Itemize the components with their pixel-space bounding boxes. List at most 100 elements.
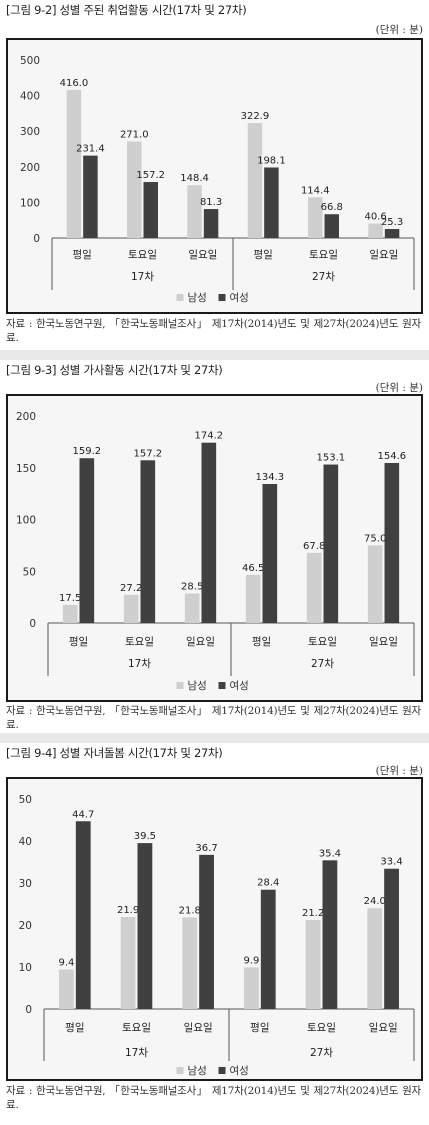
y-tick-label: 30 bbox=[19, 878, 32, 890]
bar-value-label: 25.3 bbox=[381, 217, 403, 228]
bar-male bbox=[244, 967, 259, 1009]
figure-divider bbox=[0, 733, 429, 743]
y-tick-label: 200 bbox=[20, 162, 40, 174]
bar-value-label: 17.5 bbox=[59, 593, 81, 604]
bar-value-label: 36.7 bbox=[195, 843, 217, 854]
source-note: 자료 : 한국노동연구원, 「한국노동패널조사」 제17차(2014)년도 및 … bbox=[6, 1085, 421, 1111]
unit-label: (단위 : 분) bbox=[375, 765, 423, 777]
bar-female bbox=[83, 155, 98, 238]
bar-female bbox=[203, 209, 219, 238]
bar-female bbox=[262, 483, 278, 623]
figure-9-2: [그림 9-2] 성별 주된 취업활동 시간(17차 및 27차) (단위 : … bbox=[0, 0, 429, 352]
bar-male bbox=[245, 574, 261, 623]
group-label: 27차 bbox=[311, 658, 334, 670]
bar-value-label: 114.4 bbox=[301, 185, 330, 196]
bar-male bbox=[367, 908, 383, 1009]
figure-9-4: [그림 9-4] 성별 자녀돌봄 시간(17차 및 27차) (단위 : 분) … bbox=[0, 743, 429, 1125]
bar-value-label: 28.4 bbox=[257, 878, 279, 889]
category-label: 일요일 bbox=[369, 248, 398, 261]
legend-label: 여성 bbox=[230, 1065, 249, 1077]
bar-value-label: 231.4 bbox=[76, 144, 105, 155]
bar-value-label: 28.5 bbox=[181, 582, 203, 593]
bar-value-label: 40.6 bbox=[364, 212, 386, 223]
y-tick-label: 50 bbox=[19, 794, 32, 806]
bar-value-label: 46.5 bbox=[242, 563, 264, 574]
category-label: 평일 bbox=[73, 248, 92, 261]
bar-female bbox=[322, 860, 338, 1009]
bar-value-label: 9.4 bbox=[58, 958, 74, 969]
legend-swatch bbox=[218, 1067, 226, 1074]
bar-value-label: 198.1 bbox=[257, 155, 286, 166]
bar-male bbox=[182, 917, 198, 1009]
bar-female bbox=[140, 460, 156, 623]
category-label: 토요일 bbox=[122, 1021, 151, 1034]
bar-male bbox=[184, 593, 200, 623]
bar-female bbox=[384, 228, 400, 238]
bar-male bbox=[59, 969, 74, 1009]
unit-label: (단위 : 분) bbox=[375, 24, 423, 36]
source-note: 자료 : 한국노동연구원, 「한국노동패널조사」 제17차(2014)년도 및 … bbox=[6, 318, 421, 344]
bar-female bbox=[264, 167, 279, 238]
legend-swatch bbox=[218, 682, 226, 689]
bar-value-label: 271.0 bbox=[120, 130, 149, 141]
bar-female bbox=[323, 464, 339, 623]
group-label: 27차 bbox=[310, 1047, 333, 1059]
legend-swatch bbox=[176, 1067, 184, 1074]
chart-area: 0 10 20 30 40 50 9.4 44.7 평일 21.9 39.5 토요일 21.8 36.7 일… bbox=[6, 777, 423, 1081]
y-tick-label: 300 bbox=[20, 126, 40, 138]
legend-label: 여성 bbox=[230, 292, 249, 304]
bar-value-label: 35.4 bbox=[319, 848, 341, 859]
legend-label: 남성 bbox=[188, 292, 207, 304]
y-tick-label: 20 bbox=[19, 920, 32, 932]
bar-value-label: 416.0 bbox=[60, 78, 89, 89]
chart-area: 0 100 200 300 400 500 416.0 231.4 평일 271.0 157.2 토요… bbox=[6, 38, 423, 314]
bar-female bbox=[384, 462, 400, 623]
bar-female bbox=[75, 821, 91, 1009]
bar-value-label: 174.2 bbox=[194, 431, 223, 442]
category-label: 토요일 bbox=[308, 635, 337, 648]
y-tick-label: 400 bbox=[20, 91, 40, 103]
category-label: 평일 bbox=[252, 635, 271, 648]
bar-value-label: 44.7 bbox=[72, 809, 94, 820]
bar-male bbox=[127, 141, 142, 238]
bar-female bbox=[79, 458, 95, 623]
bar-male bbox=[367, 545, 383, 623]
bar-female bbox=[260, 889, 276, 1009]
category-label: 토요일 bbox=[125, 635, 154, 648]
y-tick-label: 100 bbox=[16, 515, 36, 527]
bar-female bbox=[384, 868, 399, 1009]
category-label: 일요일 bbox=[369, 635, 398, 648]
category-label: 평일 bbox=[254, 248, 273, 261]
legend-swatch bbox=[176, 682, 184, 689]
chart-area: 0 50 100 150 200 17.5 159.2 평일 27.2 157.2 토요일 28.5 1… bbox=[6, 394, 423, 702]
y-tick-label: 10 bbox=[19, 962, 32, 974]
category-label: 일요일 bbox=[369, 1021, 398, 1034]
bar-value-label: 24.0 bbox=[364, 896, 386, 907]
bar-male bbox=[120, 917, 136, 1009]
bar-male bbox=[66, 89, 82, 239]
legend-swatch bbox=[176, 294, 184, 301]
figure-9-3: [그림 9-3] 성별 가사활동 시간(17차 및 27차) (단위 : 분) … bbox=[0, 360, 429, 738]
group-label: 17차 bbox=[125, 1047, 148, 1059]
y-tick-label: 500 bbox=[20, 55, 40, 67]
bar-value-label: 9.9 bbox=[243, 955, 259, 966]
bar-female bbox=[199, 854, 214, 1009]
bar-female bbox=[324, 214, 339, 238]
bar-value-label: 27.2 bbox=[120, 583, 142, 594]
figure-divider bbox=[0, 350, 429, 360]
bar-value-label: 39.5 bbox=[134, 831, 156, 842]
legend-swatch bbox=[218, 294, 226, 301]
bar-value-label: 21.2 bbox=[302, 908, 324, 919]
source-note: 자료 : 한국노동연구원, 「한국노동패널조사」 제17차(2014)년도 및 … bbox=[6, 705, 421, 731]
bar-female bbox=[143, 182, 158, 238]
bar-male bbox=[62, 604, 78, 623]
category-label: 일요일 bbox=[186, 635, 215, 648]
bar-male bbox=[187, 185, 202, 238]
bar-value-label: 21.8 bbox=[179, 905, 201, 916]
y-tick-label: 0 bbox=[25, 1004, 32, 1016]
bar-value-label: 322.9 bbox=[241, 111, 270, 122]
figure-title: [그림 9-4] 성별 자녀돌봄 시간(17차 및 27차) bbox=[6, 746, 223, 760]
bar-value-label: 153.1 bbox=[316, 453, 345, 464]
category-label: 토요일 bbox=[128, 248, 157, 261]
bar-value-label: 154.6 bbox=[377, 451, 406, 462]
